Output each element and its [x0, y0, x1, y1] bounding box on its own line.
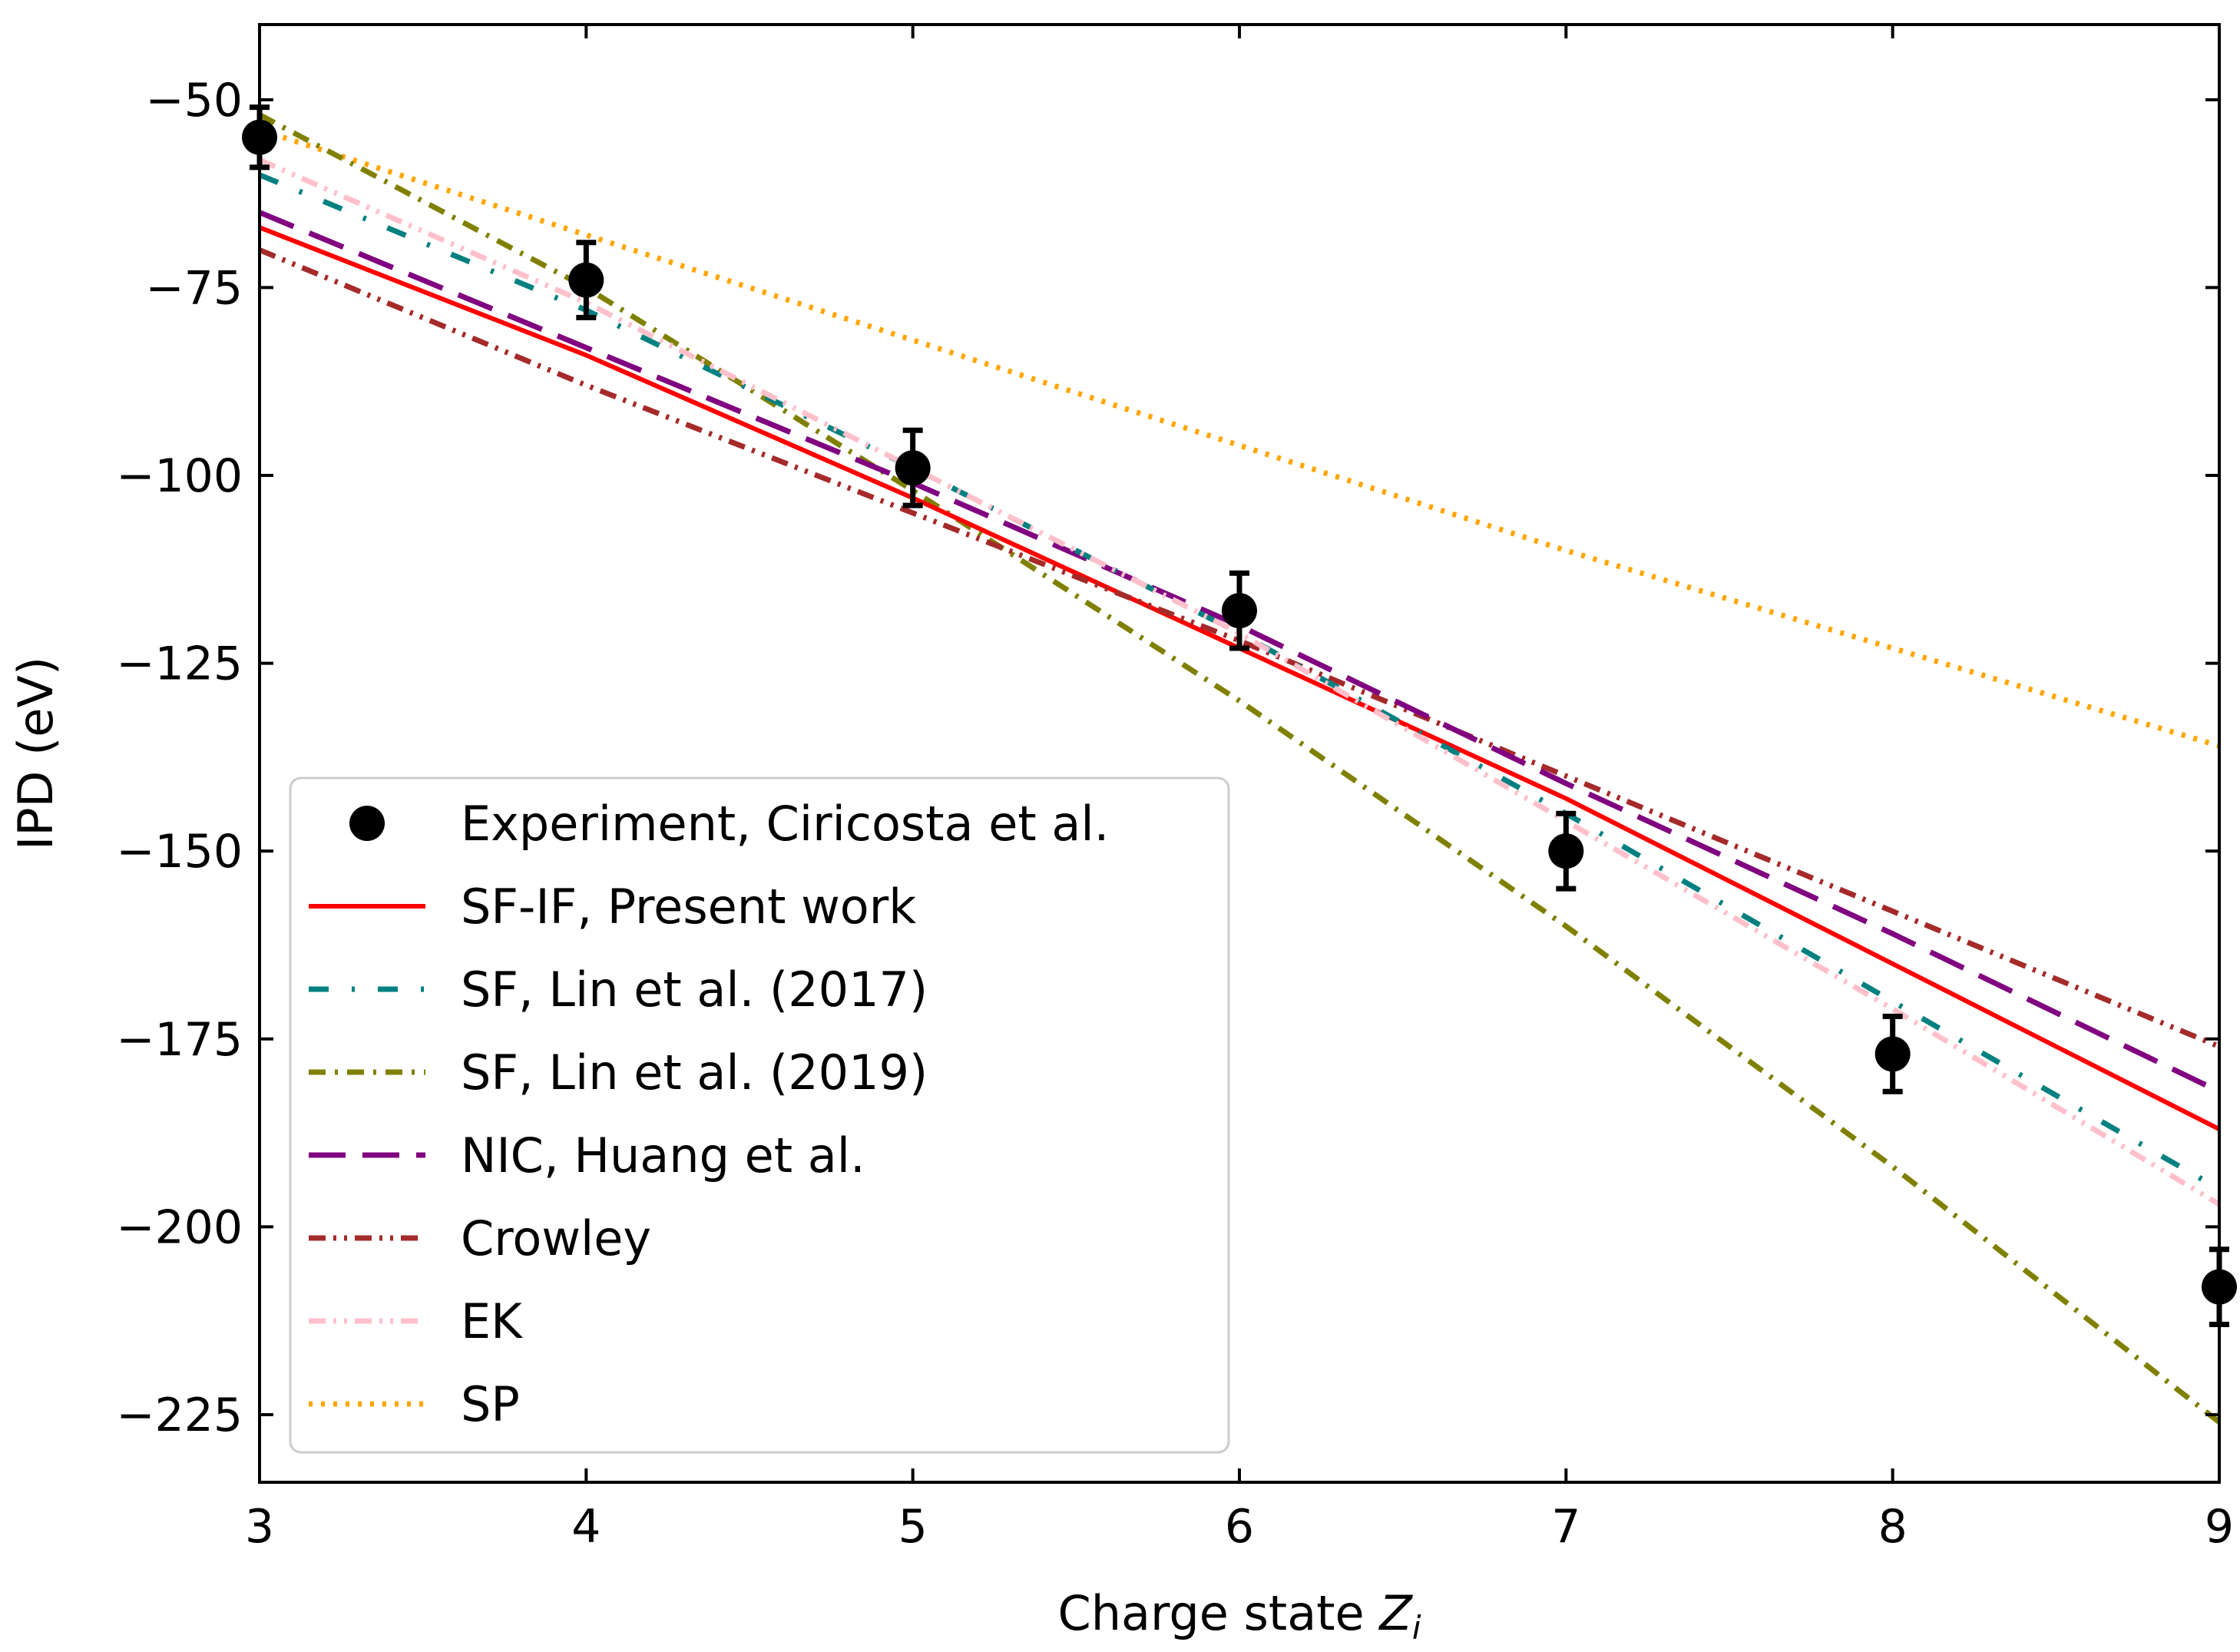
experiment-point-4: [1222, 593, 1257, 629]
legend-entry-6: Crowley: [309, 1210, 651, 1266]
experiment-point-5: [1548, 833, 1584, 869]
y-axis-label: IPD (eV): [8, 657, 64, 850]
experiment-point-6: [1874, 1036, 1911, 1072]
y-tick-label-4: −125: [116, 637, 243, 691]
x-tick-label-5: 7: [1551, 1500, 1580, 1554]
legend-label-1: Experiment, Ciricosta et al.: [461, 796, 1109, 852]
x-axis-label: Charge state Zi: [1057, 1585, 1421, 1647]
y-tick-label-7: −200: [116, 1200, 243, 1254]
y-tick-label-8: −225: [116, 1389, 243, 1442]
legend-entry-5: NIC, Huang et al.: [309, 1127, 865, 1184]
legend-label-6: Crowley: [461, 1210, 651, 1266]
legend-label-8: SP: [461, 1376, 520, 1432]
legend-label-4: SF, Lin et al. (2019): [461, 1045, 928, 1101]
y-tick-label-1: −50: [145, 74, 243, 127]
legend-label-2: SF-IF, Present work: [461, 879, 916, 935]
y-tick-label-2: −75: [145, 261, 243, 315]
x-tick-label-6: 8: [1878, 1500, 1907, 1554]
y-tick-label-6: −175: [116, 1013, 243, 1067]
legend-entry-1: Experiment, Ciricosta et al.: [349, 796, 1109, 852]
x-axis-label-variable: Z: [1378, 1585, 1413, 1641]
x-tick-label-1: 3: [245, 1500, 274, 1554]
x-tick-label-7: 9: [2205, 1500, 2234, 1554]
x-axis-label-prefix: Charge state: [1057, 1585, 1379, 1641]
legend-box: [289, 776, 1230, 1454]
legend-marker-experiment: [349, 806, 385, 841]
experiment-point-2: [568, 262, 604, 298]
x-axis-label-subscript: i: [1412, 1609, 1421, 1647]
legend-label-3: SF, Lin et al. (2017): [461, 962, 928, 1018]
legend-label-5: NIC, Huang et al.: [461, 1127, 865, 1184]
legend-entry-2: SF-IF, Present work: [309, 879, 916, 935]
legend: Experiment, Ciricosta et al. SF-IF, Prese…: [289, 776, 1230, 1454]
y-tick-label-3: −100: [116, 449, 243, 503]
legend-label-7: EK: [461, 1293, 523, 1349]
x-tick-label-4: 6: [1225, 1500, 1254, 1554]
legend-entry-4: SF, Lin et al. (2019): [309, 1045, 928, 1101]
legend-entry-3: SF, Lin et al. (2017): [309, 962, 928, 1018]
y-tick-label-5: −150: [116, 825, 243, 879]
legend-entry-8: SP: [309, 1376, 520, 1432]
tick-layer: 3 4 5 6 7 8 9 −50 −75 −100 −125 −150 −175 −200 −225: [116, 25, 2234, 1554]
series-line-3: [260, 112, 2219, 1425]
legend-entry-7: EK: [309, 1293, 523, 1349]
series-line-5: [260, 247, 2219, 1049]
x-tick-label-2: 4: [571, 1500, 601, 1554]
x-tick-label-3: 5: [898, 1500, 928, 1554]
series-line-4: [260, 210, 2219, 1094]
experiment-layer: [242, 104, 2237, 1328]
experiment-point-3: [895, 450, 931, 486]
